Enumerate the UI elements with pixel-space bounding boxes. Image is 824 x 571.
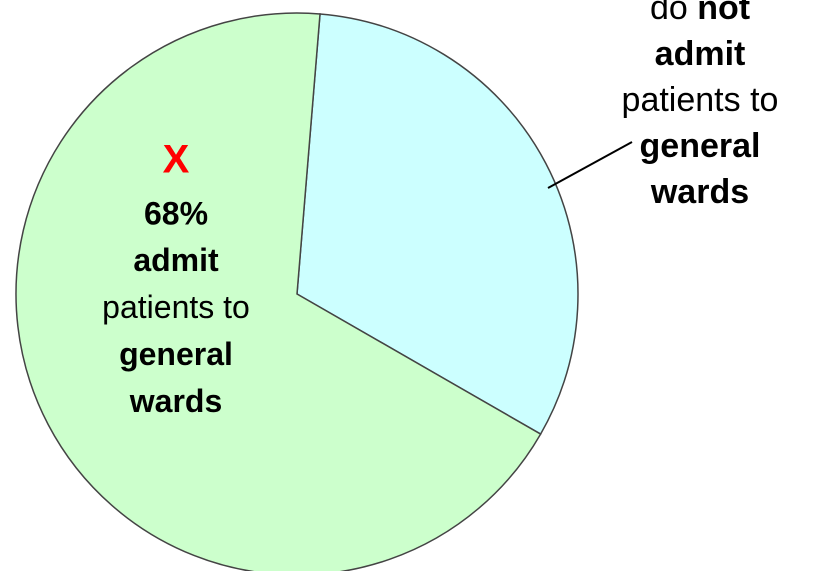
slice-label: do not [650, 0, 750, 27]
label-part: patients to [622, 81, 779, 119]
label-part: general [640, 127, 761, 165]
value-label: 68% [144, 195, 208, 231]
pie-slice [15, 12, 542, 571]
label-part: patients to [102, 289, 250, 325]
label-part: general [119, 336, 233, 372]
slice-label: admit [655, 35, 746, 73]
label-part: admit [133, 242, 219, 278]
slice-label: admit [133, 242, 219, 278]
slice-label: wards [129, 383, 222, 419]
label-part: not [697, 0, 750, 27]
label-part: wards [650, 173, 749, 211]
leader-line [547, 141, 633, 189]
slice-label: patients to [102, 289, 250, 325]
marker: X [163, 138, 190, 182]
label-part: admit [655, 35, 746, 73]
slice-label: general [640, 127, 761, 165]
pie-slice [296, 13, 579, 436]
slice-label: general [119, 336, 233, 372]
label-part: do [650, 0, 697, 27]
label-part: wards [129, 383, 222, 419]
slice-label: wards [650, 173, 749, 211]
slice-label: patients to [622, 81, 779, 119]
